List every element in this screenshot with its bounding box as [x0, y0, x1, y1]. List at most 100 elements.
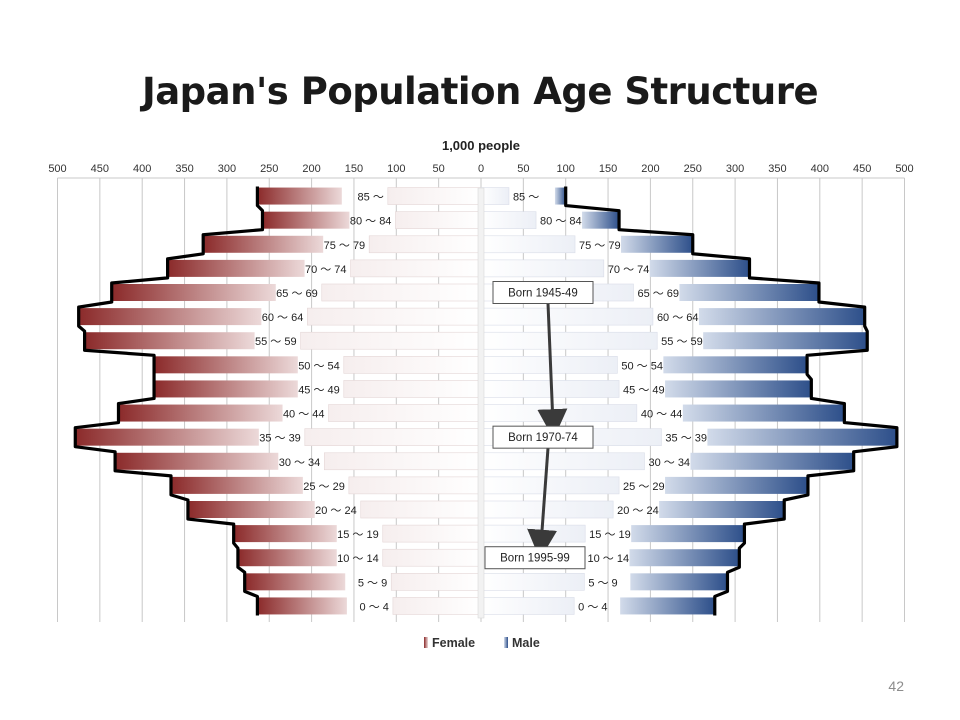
female-bar	[167, 259, 305, 277]
male-inner-bar	[480, 452, 645, 471]
x-tick-label: 200	[641, 163, 659, 175]
female-age-label: 40 ～ 44	[283, 409, 325, 421]
male-inner-bar	[480, 500, 614, 519]
legend-label-female: Female	[432, 636, 475, 650]
female-age-label: 45 ～ 49	[298, 384, 340, 396]
male-age-label: 55 ～ 59	[661, 336, 703, 348]
female-age-label: 5 ～ 9	[358, 577, 387, 589]
female-bar	[187, 501, 315, 518]
female-inner-bar	[350, 259, 482, 278]
x-tick-label: 200	[302, 163, 320, 175]
female-inner-bar	[324, 452, 482, 471]
female-inner-bar	[304, 428, 482, 446]
male-bar	[630, 573, 728, 591]
annotation-box	[484, 546, 586, 570]
x-tick-label: 250	[684, 163, 702, 175]
male-age-label: 35 ～ 39	[665, 433, 707, 445]
male-bar	[707, 428, 897, 446]
female-bar	[257, 597, 347, 615]
female-bar	[154, 380, 298, 398]
legend-swatch-male	[504, 637, 508, 648]
x-tick-label: 450	[91, 163, 109, 175]
female-bar	[75, 428, 259, 446]
male-bar	[665, 476, 808, 494]
male-age-label: 60 ～ 64	[657, 312, 699, 324]
male-age-label: 75 ～ 79	[579, 240, 621, 252]
female-inner-bar	[343, 356, 482, 374]
female-inner-bar	[368, 235, 482, 254]
male-bar	[621, 235, 693, 253]
male-age-label: 20 ～ 24	[617, 505, 659, 517]
female-age-label: 65 ～ 69	[276, 288, 318, 300]
female-age-label: 10 ～ 14	[337, 553, 379, 565]
female-age-label: 55 ～ 59	[255, 336, 297, 348]
female-inner-bar	[387, 187, 482, 205]
male-age-label: 30 ～ 34	[648, 457, 690, 469]
female-inner-bar	[328, 404, 482, 422]
female-bar	[262, 211, 350, 229]
female-inner-bar	[321, 283, 482, 302]
female-inner-bar	[343, 380, 482, 398]
male-age-label: 40 ～ 44	[641, 409, 683, 421]
female-age-label: 80 ～ 84	[350, 216, 392, 228]
female-inner-bar	[348, 476, 482, 495]
female-inner-bar	[392, 597, 482, 615]
female-age-label: 70 ～ 74	[305, 264, 347, 276]
male-bar	[659, 501, 785, 518]
male-inner-bar	[480, 307, 654, 326]
male-age-label: 15 ～ 19	[589, 529, 631, 541]
female-bar	[118, 404, 283, 422]
male-age-label: 45 ～ 49	[623, 384, 665, 396]
female-bar	[154, 356, 298, 374]
female-envelope-line	[73, 186, 265, 616]
annotation-arrow	[537, 303, 568, 440]
male-age-label: 5 ～ 9	[588, 577, 617, 589]
male-bar	[690, 452, 854, 470]
legend-swatch-female	[424, 637, 428, 648]
male-bar	[663, 356, 808, 374]
male-bar	[631, 525, 745, 543]
x-tick-label: 500	[895, 163, 913, 175]
male-age-label: 85 ～	[513, 192, 539, 204]
male-bar	[679, 284, 819, 301]
female-bar	[84, 332, 255, 350]
male-age-label: 80 ～ 84	[540, 216, 582, 228]
male-age-label: 65 ～ 69	[637, 288, 679, 300]
x-tick-label: 350	[175, 163, 193, 175]
x-tick-label: 100	[557, 163, 575, 175]
male-age-label: 50 ～ 54	[621, 360, 663, 372]
female-inner-bar	[382, 524, 482, 543]
male-bar	[554, 187, 566, 205]
male-age-label: 0 ～ 4	[578, 601, 607, 613]
male-inner-bar	[480, 235, 576, 254]
unit-label: 1,000 people	[442, 138, 520, 153]
female-bar	[78, 308, 262, 326]
female-bar	[170, 476, 303, 494]
male-age-label: 25 ～ 29	[623, 481, 665, 493]
x-tick-label: 500	[48, 163, 66, 175]
center-divider	[477, 187, 485, 619]
female-age-label: 20 ～ 24	[315, 505, 357, 517]
x-tick-label: 150	[599, 163, 617, 175]
x-tick-label: 0	[478, 163, 484, 175]
female-bar	[233, 525, 337, 543]
female-age-label: 60 ～ 64	[262, 312, 304, 324]
x-tick-label: 400	[811, 163, 829, 175]
female-inner-bar	[307, 307, 482, 326]
female-bar	[111, 284, 276, 301]
x-tick-label: 50	[433, 163, 445, 175]
male-envelope-line	[564, 186, 899, 616]
male-age-label: 10 ～ 14	[587, 553, 629, 565]
male-bar	[682, 404, 845, 422]
female-inner-bar	[390, 573, 482, 591]
annotation-arrow	[527, 448, 558, 560]
female-inner-bar	[360, 500, 482, 519]
male-inner-bar	[480, 404, 638, 422]
female-inner-bar	[300, 331, 482, 350]
male-bar	[703, 332, 868, 350]
x-tick-label: 300	[726, 163, 744, 175]
annotation-label: Born 1995-99	[500, 553, 570, 565]
annotation-label: Born 1970-74	[508, 432, 578, 444]
legend-label-male: Male	[512, 636, 540, 650]
x-tick-label: 50	[517, 163, 529, 175]
